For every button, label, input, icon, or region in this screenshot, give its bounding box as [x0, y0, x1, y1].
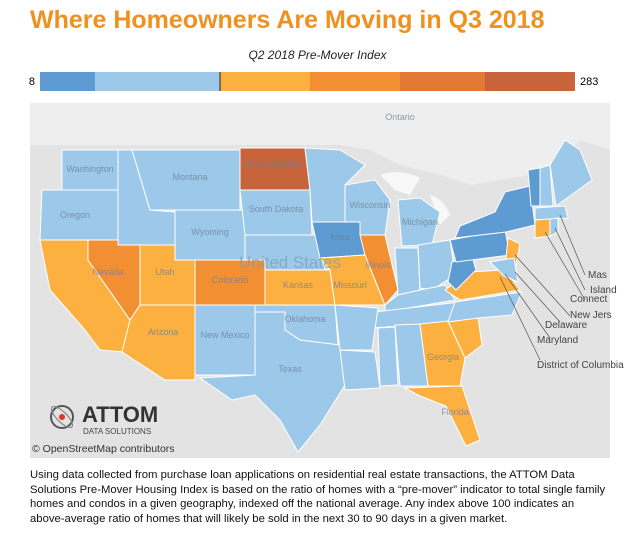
- map-label: Wisconsin: [349, 200, 390, 210]
- map-label: Oregon: [60, 210, 90, 220]
- map-label: Washington: [66, 164, 113, 174]
- map-label: Michigan: [402, 217, 438, 227]
- attribution: © OpenStreetMap contributors: [32, 443, 175, 455]
- callout: Delaware: [545, 320, 588, 331]
- logo-icon: [50, 405, 74, 429]
- state: [318, 254, 386, 306]
- logo: ATTOM DATA SOLUTIONS: [50, 402, 158, 436]
- map-canvas: 8 283: [29, 72, 624, 458]
- map-label: Kansas: [283, 280, 314, 290]
- state: [447, 291, 523, 323]
- map-label: Wyoming: [191, 227, 228, 237]
- map-labels: Ontario Washington Oregon Montana North …: [60, 112, 469, 417]
- map-label: South Dakota: [249, 204, 304, 214]
- callout: Island: [590, 285, 617, 296]
- state: [419, 320, 466, 387]
- state: [239, 147, 311, 191]
- callouts: Mas Island Connect New Jers Delaware Mar…: [499, 214, 624, 371]
- map-label: Iowa: [330, 232, 349, 242]
- callout: District of Columbia: [537, 360, 624, 371]
- map-label: Oklahoma: [284, 314, 325, 324]
- legend-swatch: [400, 72, 485, 91]
- legend-title: Q2 2018 Pre-Mover Index: [248, 48, 387, 62]
- legend-bar: [40, 72, 575, 91]
- state: [359, 234, 399, 306]
- map-label: North Dakota: [245, 159, 298, 169]
- legend-swatch: [95, 72, 220, 91]
- leader-line: [499, 276, 541, 361]
- country-label: United States: [239, 253, 341, 272]
- map-label: Florida: [441, 407, 469, 417]
- map-label: Nevada: [92, 267, 123, 277]
- state: [534, 205, 569, 221]
- state: [549, 139, 593, 207]
- logo-name: ATTOM: [82, 402, 158, 427]
- title: Where Homeowners Are Moving in Q3 2018: [30, 6, 545, 34]
- map-label: Ontario: [385, 112, 415, 122]
- legend-swatch: [220, 72, 310, 91]
- state: [194, 304, 256, 376]
- legend-max: 283: [580, 76, 598, 88]
- legend-min: 8: [29, 76, 35, 88]
- callout: Connect: [570, 294, 607, 305]
- state: [539, 164, 554, 207]
- map-label: Utah: [155, 267, 174, 277]
- map-label: Illinois: [365, 260, 391, 270]
- state: [403, 385, 481, 447]
- logo-icon: [50, 405, 74, 429]
- leader-line: [544, 231, 586, 301]
- map-label: Missouri: [333, 280, 367, 290]
- canada: [30, 103, 610, 185]
- map-label: Texas: [278, 364, 302, 374]
- map-label: Georgia: [427, 352, 459, 362]
- state: [198, 311, 346, 453]
- callout: Mas: [588, 270, 607, 281]
- leader-line: [514, 271, 561, 323]
- map-label: Arizona: [148, 327, 179, 337]
- state: [377, 326, 399, 387]
- state: [334, 304, 379, 351]
- state: [417, 239, 456, 291]
- leader-line: [514, 254, 571, 317]
- lakes: [380, 172, 450, 225]
- leader-line: [504, 273, 551, 339]
- leader-line: [559, 214, 586, 276]
- leader-line: [554, 227, 586, 291]
- legend-swatch: [310, 72, 400, 91]
- callout: Maryland: [537, 335, 578, 346]
- state: [394, 247, 421, 296]
- state: [488, 257, 519, 283]
- state: [339, 349, 381, 391]
- state: [549, 217, 559, 237]
- legend-swatch: [40, 72, 95, 91]
- map-label: Colorado: [212, 275, 249, 285]
- state: [534, 218, 551, 239]
- states: [39, 139, 593, 453]
- logo-icon: [59, 414, 65, 420]
- description: Using data collected from purchase loan …: [30, 469, 606, 525]
- logo-tagline: DATA SOLUTIONS: [83, 427, 151, 436]
- map-label: Montana: [172, 172, 207, 182]
- legend-swatch: [485, 72, 575, 91]
- callout: New Jers: [570, 310, 612, 321]
- map-label: New Mexico: [200, 330, 249, 340]
